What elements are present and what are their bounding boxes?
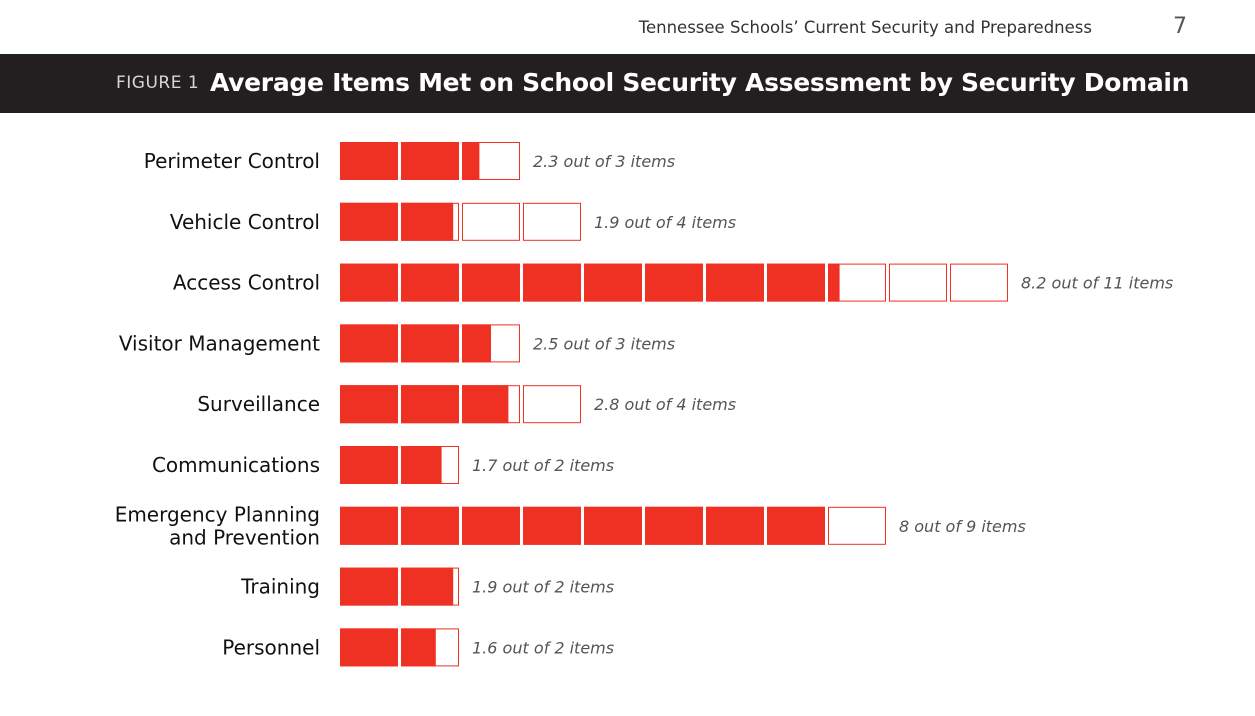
value-label: 2.5 out of 3 items (533, 334, 675, 353)
value-label: 1.6 out of 2 items (472, 638, 614, 657)
category-label: Communications (152, 453, 320, 477)
item-fill-personnel (401, 628, 436, 667)
running-title: Tennessee Schools’ Current Security and … (638, 18, 1092, 37)
item-fill-access-control (401, 263, 459, 302)
category-label: Perimeter Control (144, 149, 320, 173)
item-box-surveillance (523, 385, 581, 424)
category-label: Personnel (222, 635, 320, 659)
item-fill-emergency-planning-and-prevention (767, 506, 825, 545)
figure-title-band: FIGURE 1 Average Items Met on School Sec… (0, 54, 1255, 113)
figure-label: FIGURE 1 (116, 73, 200, 93)
value-label: 8 out of 9 items (899, 517, 1026, 536)
item-fill-surveillance (462, 385, 509, 424)
running-header: Tennessee Schools’ Current Security and … (0, 0, 1255, 54)
item-fill-access-control (584, 263, 642, 302)
value-label: 1.7 out of 2 items (472, 456, 614, 475)
item-fill-training (401, 567, 454, 606)
category-label: Vehicle Control (170, 210, 320, 234)
category-label: Visitor Management (119, 331, 320, 355)
item-fill-access-control (706, 263, 764, 302)
item-box-access-control (889, 263, 947, 302)
item-fill-vehicle-control (340, 202, 398, 241)
item-box-access-control (950, 263, 1008, 302)
item-fill-emergency-planning-and-prevention (584, 506, 642, 545)
category-label: Surveillance (197, 392, 320, 416)
item-fill-perimeter-control (401, 142, 459, 180)
item-box-vehicle-control (523, 202, 581, 241)
item-fill-communications (401, 446, 442, 484)
page-number: 7 (1173, 14, 1187, 39)
category-label: and Prevention (169, 525, 320, 549)
item-fill-training (340, 567, 398, 606)
item-fill-vehicle-control (401, 202, 454, 241)
value-label: 2.8 out of 4 items (594, 395, 736, 414)
category-label: Training (240, 575, 320, 599)
item-fill-perimeter-control (340, 142, 398, 180)
category-label: Access Control (173, 271, 320, 295)
item-fill-emergency-planning-and-prevention (462, 506, 520, 545)
item-fill-emergency-planning-and-prevention (340, 506, 398, 545)
item-fill-access-control (828, 263, 840, 302)
item-fill-perimeter-control (462, 142, 480, 180)
item-fill-emergency-planning-and-prevention (706, 506, 764, 545)
item-fill-emergency-planning-and-prevention (645, 506, 703, 545)
item-fill-surveillance (340, 385, 398, 424)
item-fill-emergency-planning-and-prevention (401, 506, 459, 545)
item-fill-surveillance (401, 385, 459, 424)
item-fill-emergency-planning-and-prevention (523, 506, 581, 545)
item-fill-access-control (767, 263, 825, 302)
item-fill-visitor-management (401, 324, 459, 363)
item-fill-access-control (523, 263, 581, 302)
item-fill-access-control (462, 263, 520, 302)
item-fill-visitor-management (462, 324, 491, 363)
item-box-vehicle-control (462, 202, 520, 241)
item-fill-access-control (340, 263, 398, 302)
item-fill-access-control (645, 263, 703, 302)
item-fill-communications (340, 446, 398, 484)
value-label: 2.3 out of 3 items (533, 152, 675, 171)
item-fill-personnel (340, 628, 398, 667)
category-label: Emergency Planning (115, 502, 320, 526)
value-label: 8.2 out of 11 items (1021, 274, 1173, 293)
value-label: 1.9 out of 4 items (594, 213, 736, 232)
figure-title: Average Items Met on School Security Ass… (210, 68, 1190, 97)
value-label: 1.9 out of 2 items (472, 578, 614, 597)
item-box-emergency-planning-and-prevention (828, 506, 886, 545)
item-fill-visitor-management (340, 324, 398, 363)
